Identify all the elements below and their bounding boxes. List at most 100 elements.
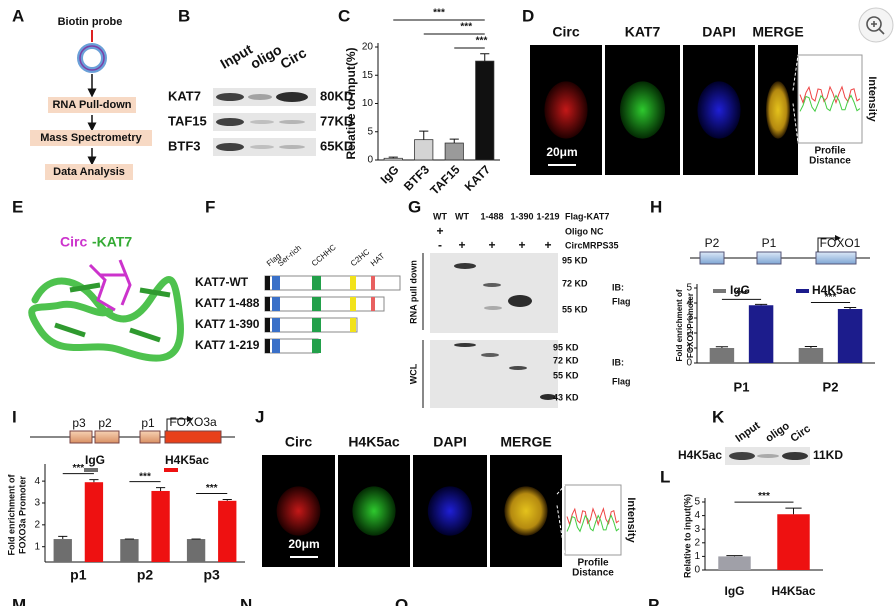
- zoom-lines: [556, 484, 566, 556]
- gene-label: p1: [141, 416, 155, 430]
- blot-band: [250, 120, 274, 124]
- step-box: [30, 130, 152, 146]
- size-label: 11KD: [813, 448, 843, 462]
- x-tick-label: KAT7: [462, 162, 494, 194]
- marker-label: 43 KD: [553, 392, 579, 402]
- panel-label: E: [12, 197, 23, 216]
- error-bar: [449, 138, 459, 144]
- y-axis-label: Relative to input(%): [682, 494, 692, 578]
- x-tick-label: IgG: [378, 162, 402, 186]
- cchhc-domain: [312, 318, 321, 332]
- y-tick-label: 15: [362, 70, 374, 81]
- gene-label: p3: [72, 416, 86, 430]
- side-label: WCL: [408, 363, 418, 384]
- x-tick-label: IgG: [725, 584, 745, 598]
- construct-label: KAT7 1-390: [195, 317, 260, 331]
- step-box: [45, 164, 133, 180]
- panel-label: D: [522, 6, 534, 25]
- construct-bar: [264, 296, 385, 312]
- blot-band: [279, 145, 305, 149]
- scale-label: 20μm: [288, 537, 319, 551]
- panel-label: P: [648, 595, 659, 606]
- channel-label: DAPI: [702, 24, 735, 40]
- channel-label: Circ: [285, 434, 312, 450]
- gene-box: [699, 251, 725, 265]
- legend-label: IgG: [85, 453, 105, 467]
- row-label: Oligo NC: [565, 226, 604, 236]
- y-tick-label: 5: [367, 126, 373, 137]
- panel-label: N: [240, 595, 252, 606]
- x-tick-label: TAF15: [427, 162, 462, 197]
- bar: [186, 539, 206, 562]
- blot-band: [454, 263, 476, 269]
- y-tick-label: 10: [362, 98, 374, 109]
- sign: -: [438, 238, 442, 252]
- profile-green: [566, 514, 620, 533]
- channel-label: Circ: [552, 24, 579, 40]
- y-tick-label: 5: [694, 497, 700, 508]
- marker-label: 72 KD: [553, 355, 579, 365]
- channel-label: KAT7: [625, 24, 661, 40]
- blot-band: [757, 454, 779, 458]
- blot-band: [484, 306, 502, 310]
- profile-box: [797, 54, 863, 144]
- protein-label: H4K5ac: [678, 448, 722, 462]
- y-tick-label: 0: [367, 155, 373, 166]
- ib-label: Flag: [612, 296, 631, 306]
- y-axis-label: FOXO1 Promoter: [686, 293, 695, 358]
- profile-label: Distance: [572, 568, 614, 579]
- y-tick-label: 2: [34, 519, 40, 530]
- sig-label: ***: [758, 491, 770, 502]
- ser-domain: [272, 318, 280, 332]
- y-tick-label: 4: [34, 476, 40, 487]
- blot-band: [276, 92, 308, 102]
- error-bar: [58, 535, 68, 540]
- channel-label: MERGE: [752, 24, 803, 40]
- y-tick-label: 3: [34, 498, 40, 509]
- c2hc-domain: [350, 297, 356, 311]
- zoom-button[interactable]: [858, 7, 894, 43]
- protein-label: BTF3: [168, 138, 201, 153]
- probe-label: Biotin probe: [58, 16, 123, 28]
- y-axis-label: Fold enrichment of: [675, 289, 684, 361]
- nucleus: [544, 81, 588, 139]
- domain-label: C2HC: [349, 247, 372, 268]
- blot: [213, 138, 316, 156]
- y-tick-label: 5: [686, 283, 692, 294]
- scale-label: 20μm: [546, 145, 577, 159]
- bar: [718, 556, 751, 570]
- blot-band: [250, 145, 274, 149]
- size-label: 77KD: [320, 113, 353, 128]
- panel-label: C: [338, 6, 350, 25]
- y-tick-label: 4: [686, 298, 692, 309]
- side-label: RNA pull down: [408, 260, 418, 324]
- blot-band: [216, 118, 244, 126]
- ring-inner: [79, 45, 105, 71]
- profile-label: Profile: [577, 558, 609, 569]
- sig-label: ***: [139, 471, 151, 482]
- nucleus: [697, 81, 741, 139]
- step-label: Mass Spectrometry: [40, 132, 142, 144]
- domain-label: CCHHC: [310, 243, 338, 269]
- protein-label: TAF15: [168, 113, 207, 128]
- step-label: RNA Pull-down: [52, 99, 131, 111]
- nucleus: [504, 486, 548, 536]
- sig-label: ***: [206, 483, 218, 494]
- lane-label: WT: [455, 211, 469, 221]
- blot-band: [782, 452, 808, 460]
- gene-label: FOXO1: [820, 236, 861, 250]
- gene-box: [139, 430, 161, 444]
- error-bar: [754, 303, 768, 306]
- profile-red: [566, 507, 620, 527]
- blot: [213, 113, 316, 131]
- y-tick-label: 0: [686, 358, 692, 369]
- error-bar: [715, 346, 729, 348]
- bar: [777, 514, 810, 570]
- y-axis-label: FOXO3a Promoter: [17, 475, 27, 554]
- lane-label: 1-219: [536, 211, 559, 221]
- flag-domain: [265, 318, 270, 332]
- bar: [837, 309, 863, 363]
- sig-label: ***: [433, 8, 445, 19]
- blot-band: [540, 394, 556, 400]
- legend-label: IgG: [730, 283, 750, 297]
